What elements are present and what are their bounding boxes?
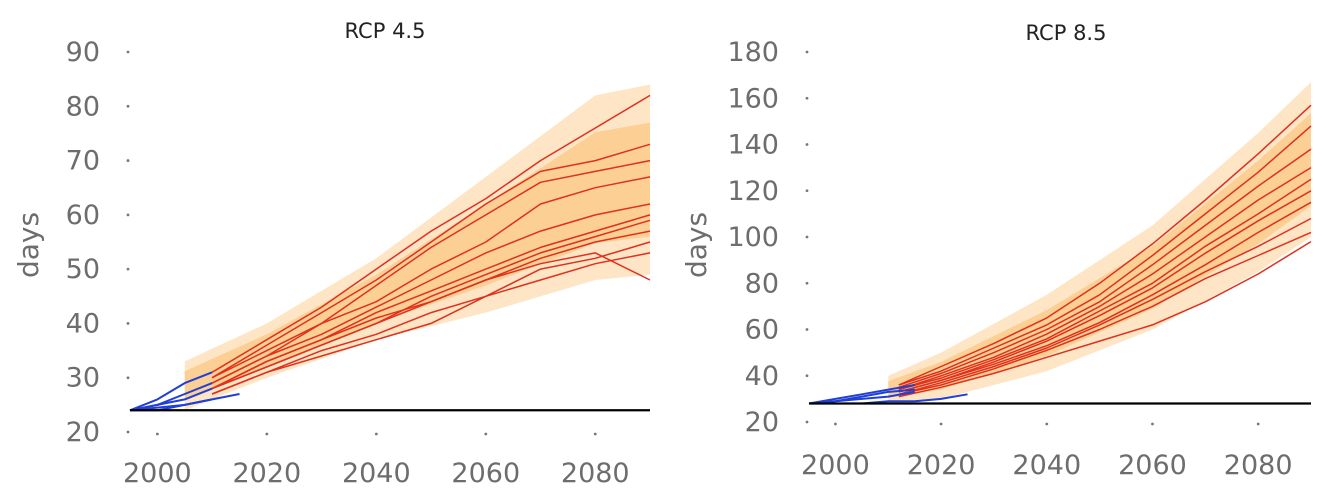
chart-0-ytick-label: 80	[66, 91, 100, 122]
chart-1-ytick-mark	[805, 143, 809, 146]
chart-1-xtick-label: 2040	[1012, 450, 1081, 481]
chart-0-ytick-label: 20	[66, 417, 100, 448]
chart-0-ytick-mark	[126, 213, 130, 217]
chart-0-ytick-label: 60	[66, 200, 100, 231]
chart-0-ytick-label: 30	[66, 363, 100, 394]
chart-1-historical-line-0	[808, 384, 915, 405]
chart-1-xtick-mark	[1045, 422, 1049, 426]
chart-1-ytick-label: 180	[727, 37, 779, 68]
chart-0-xtick-label: 2000	[123, 458, 192, 489]
chart-1-ytick-mark	[805, 281, 809, 285]
chart-1-ytick-label: 100	[727, 222, 779, 253]
chart-1-projection-line-7	[898, 217, 1312, 396]
chart-1-xtick-mark	[1256, 422, 1260, 426]
chart-0-xtick-label: 2020	[232, 458, 301, 489]
chart-1-ytick-label: 160	[727, 83, 779, 114]
chart-1-xtick-mark	[834, 422, 837, 426]
chart-1-projection-line-8	[898, 231, 1312, 396]
chart-0-ytick-label: 50	[66, 254, 100, 285]
chart-0-ytick-label: 70	[66, 146, 100, 177]
chart-panel-rcp45: RCP 4.5 days 20 30 40 50 60 70 80 90 2000 2020 2040 2…	[12, 19, 651, 489]
chart-0-xtick-label: 2060	[451, 458, 520, 489]
chart-0-ytick-mark	[126, 104, 130, 108]
chart-0-projection-line-3	[211, 176, 651, 379]
chart-1-projection-line-6	[898, 201, 1312, 393]
chart-0-ytick-mark	[126, 50, 130, 54]
chart-0-projection-line-10	[211, 252, 651, 390]
chart-0-xtick-mark	[265, 432, 269, 436]
chart-1-ytick-label: 20	[745, 407, 779, 438]
chart-1-ytick-mark	[805, 374, 809, 378]
chart-0-xtick-label: 2040	[342, 458, 411, 489]
chart-0-projection-line-8	[211, 241, 651, 395]
chart-0-ylabel: days	[12, 212, 45, 278]
chart-0-projection-line-9	[211, 252, 651, 395]
chart-1-ytick-mark	[805, 96, 809, 100]
chart-1-ytick-label: 140	[727, 130, 779, 161]
chart-1-xtick-mark	[1151, 422, 1154, 426]
chart-1-projection-line-3	[898, 166, 1312, 391]
chart-1-ytick-mark	[805, 235, 809, 239]
chart-1-projection-line-9	[898, 240, 1312, 398]
chart-1-xtick-label: 2020	[907, 450, 976, 481]
chart-0-xtick-mark	[484, 432, 488, 436]
chart-0-ytick-mark	[126, 430, 130, 434]
chart-0-projection-line-0	[211, 94, 651, 373]
chart-1-xtick-label: 2080	[1224, 450, 1293, 481]
chart-0-xtick-mark	[155, 432, 159, 436]
chart-0-xtick-label: 2080	[561, 458, 630, 489]
chart-1-ytick-label: 120	[727, 176, 779, 207]
chart-1-projection-line-4	[898, 178, 1312, 391]
chart-0-ytick-mark	[126, 376, 130, 380]
chart-0-ytick-mark	[126, 159, 130, 162]
chart-0-xtick-mark	[593, 432, 597, 436]
chart-1-projection-line-1	[898, 125, 1312, 386]
chart-1-xtick-label: 2060	[1118, 450, 1187, 481]
chart-1-title: RCP 8.5	[1026, 21, 1107, 45]
chart-panel-rcp85: RCP 8.5 days 20 40 60 80 100 120 140 160 180 2000 20…	[661, 0, 1322, 490]
chart-1-historical-line-2	[808, 390, 915, 405]
chart-0-historical-line-0	[129, 371, 213, 412]
chart-0-projection-line-4	[211, 203, 651, 384]
chart-0-xtick-mark	[374, 432, 378, 436]
chart-0-ytick-label: 90	[66, 37, 100, 68]
chart-0-ytick-label: 40	[66, 308, 100, 339]
chart-0-historical-line-2	[129, 387, 213, 412]
chart-1-ytick-mark	[805, 420, 809, 424]
chart-0-ytick-mark	[126, 267, 130, 271]
chart-0-projection-line-2	[211, 159, 651, 384]
chart-1-xtick-mark	[939, 422, 943, 426]
chart-1-ytick-mark	[805, 328, 809, 331]
chart-1-projection-line-2	[898, 148, 1312, 389]
chart-0-core-band	[184, 122, 650, 401]
chart-0-title: RCP 4.5	[345, 19, 426, 43]
chart-1-xtick-label: 2000	[801, 450, 870, 481]
chart-rcp45-svg: RCP 4.5 days 20 30 40 50 60 70 80 90 2000 2020 2040 2…	[12, 19, 651, 489]
chart-0-ytick-mark	[126, 322, 130, 325]
chart-1-ylabel: days	[680, 212, 713, 278]
chart-0-projection-line-1	[211, 143, 651, 379]
chart-1-core-band	[888, 113, 1311, 398]
chart-1-ytick-label: 40	[745, 361, 779, 392]
chart-1-projection-line-0	[898, 104, 1312, 386]
chart-1-ytick-mark	[805, 189, 809, 193]
chart-1-ytick-label: 60	[745, 315, 779, 346]
chart-1-ytick-label: 80	[745, 268, 779, 299]
chart-1-ytick-mark	[805, 50, 809, 54]
